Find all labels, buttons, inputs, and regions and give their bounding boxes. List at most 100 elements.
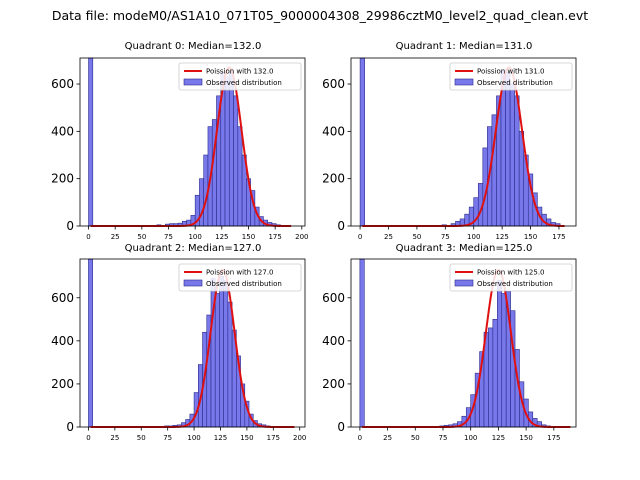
histogram-bar <box>199 178 204 227</box>
x-tick-label: 75 <box>163 434 172 442</box>
x-tick-label: 175 <box>552 233 565 241</box>
histogram-bar <box>359 258 365 428</box>
y-tick-label: 400 <box>51 334 74 348</box>
y-tick-label: 600 <box>322 77 345 91</box>
legend-line-label: Poission with 131.0 <box>477 68 545 76</box>
histogram-bar <box>505 71 511 227</box>
histogram-bar <box>219 275 224 428</box>
x-tick-label: 150 <box>240 434 253 442</box>
y-tick-label: 0 <box>337 420 345 434</box>
x-tick-label: 125 <box>495 233 508 241</box>
legend-bar-label: Observed distribution <box>477 280 553 288</box>
histogram-bar <box>509 83 515 227</box>
axes-frame <box>79 57 306 227</box>
quadrant-3-chart: Quadrant 3: Median=125.0 0 200 400 600 0 25 50… <box>322 243 577 442</box>
x-tick-label: 150 <box>242 233 255 241</box>
x-tick-label: 0 <box>86 434 90 442</box>
x-tick-label: 125 <box>215 233 228 241</box>
x-tick-label: 175 <box>547 434 560 442</box>
x-tick-label: 150 <box>519 434 532 442</box>
axes-frame <box>350 57 577 227</box>
y-tick-label: 200 <box>322 377 345 391</box>
y-tick-label: 0 <box>337 219 345 233</box>
histogram-bar <box>228 71 234 227</box>
legend-line-label: Poission with 132.0 <box>206 68 274 76</box>
x-tick-label: 75 <box>439 434 448 442</box>
legend-bar-swatch <box>454 78 474 86</box>
x-tick-label: 75 <box>164 233 173 241</box>
y-tick-label: 600 <box>51 291 74 305</box>
x-tick-label: 175 <box>268 233 281 241</box>
quadrant-1-chart: Quadrant 1: Median=131.0 0 200 400 600 0 25 50… <box>322 41 577 241</box>
histogram-bar <box>223 280 229 428</box>
legend-box <box>178 263 302 292</box>
histogram-bar <box>233 95 239 227</box>
x-tick-label: 50 <box>137 434 146 442</box>
histogram-bar <box>488 327 494 428</box>
x-tick-label: 100 <box>467 233 480 241</box>
x-tick-label: 125 <box>492 434 505 442</box>
y-tick-label: 400 <box>322 334 345 348</box>
x-tick-label: 50 <box>137 233 146 241</box>
histogram-bar <box>492 319 498 428</box>
legend-box <box>449 263 573 292</box>
y-tick-label: 200 <box>51 172 74 186</box>
x-tick-label: 0 <box>86 233 90 241</box>
x-tick-label: 75 <box>441 233 450 241</box>
axes-frame <box>350 258 577 428</box>
x-tick-label: 125 <box>214 434 227 442</box>
figure-suptitle: Data file: modeM0/AS1A10_071T05_90000043… <box>52 8 588 23</box>
x-tick-label: 100 <box>464 434 477 442</box>
legend-bar-swatch <box>454 279 474 287</box>
histogram-bar <box>88 57 94 227</box>
y-tick-label: 0 <box>66 219 74 233</box>
y-tick-label: 400 <box>51 124 74 138</box>
y-tick-label: 400 <box>322 124 345 138</box>
quadrant-3-title: Quadrant 3: Median=125.0 <box>396 243 533 254</box>
poisson-fit-line <box>362 66 565 227</box>
y-tick-label: 200 <box>51 377 74 391</box>
legend-bar-swatch <box>183 279 203 287</box>
legend-bar-label: Observed distribution <box>477 79 553 87</box>
x-tick-label: 25 <box>111 233 120 241</box>
histogram-bar <box>497 280 503 428</box>
x-tick-label: 150 <box>524 233 537 241</box>
legend-bar-label: Observed distribution <box>206 280 282 288</box>
x-tick-label: 100 <box>187 434 200 442</box>
histogram-bar <box>501 293 507 428</box>
x-tick-label: 0 <box>358 434 362 442</box>
y-tick-label: 600 <box>51 77 74 91</box>
histogram-bar <box>214 293 220 428</box>
histogram-bar <box>227 301 233 428</box>
x-tick-label: 50 <box>411 434 420 442</box>
x-tick-label: 25 <box>110 434 119 442</box>
x-tick-label: 50 <box>412 233 421 241</box>
histogram-bar <box>359 57 365 227</box>
quadrant-2-chart: Quadrant 2: Median=127.0 0 200 400 600 0 25 50… <box>51 243 306 442</box>
histogram-bar <box>224 76 230 227</box>
histogram-bar <box>237 126 243 227</box>
quadrant-2-title: Quadrant 2: Median=127.0 <box>125 243 262 254</box>
poisson-fit-line <box>90 66 292 227</box>
quadrant-0-title: Quadrant 0: Median=132.0 <box>125 41 262 52</box>
x-tick-label: 25 <box>384 233 393 241</box>
legend-line-label: Poission with 127.0 <box>206 269 274 277</box>
histogram-bar <box>514 95 520 227</box>
quadrant-1-title: Quadrant 1: Median=131.0 <box>396 41 533 52</box>
legend-box <box>449 62 573 91</box>
x-tick-label: 0 <box>358 233 362 241</box>
quadrant-0-chart: Quadrant 0: Median=132.0 0 200 400 600 0 25 50… <box>51 41 308 241</box>
axes-frame <box>79 258 306 428</box>
x-tick-label: 200 <box>295 233 308 241</box>
x-tick-label: 175 <box>267 434 280 442</box>
histogram-bar <box>88 258 93 428</box>
y-tick-label: 600 <box>322 291 345 305</box>
legend-bar-swatch <box>183 78 203 86</box>
legend-bar-label: Observed distribution <box>206 79 282 87</box>
histogram-bar <box>518 131 525 227</box>
legend-box <box>178 62 302 91</box>
poisson-fit-line <box>90 268 295 428</box>
poisson-fit-line <box>362 268 571 428</box>
y-tick-label: 200 <box>322 172 345 186</box>
